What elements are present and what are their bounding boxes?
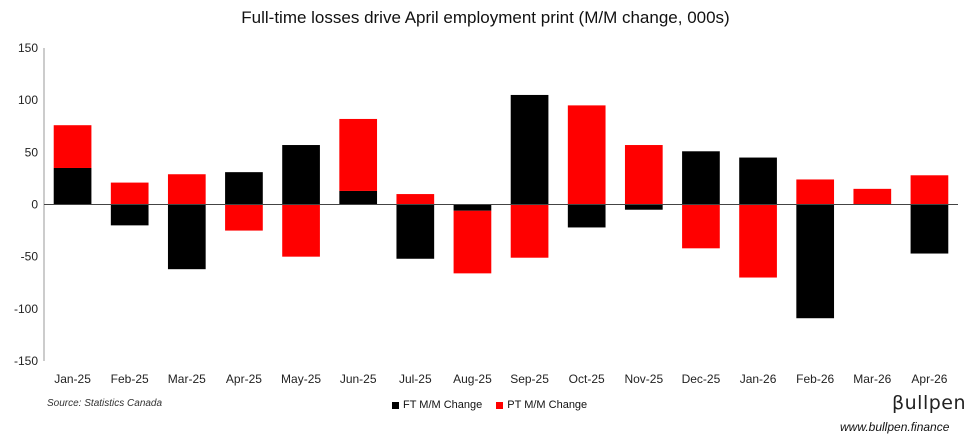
pt-bar-mar-26: [853, 188, 892, 205]
x-tick-label: Apr-25: [226, 372, 262, 386]
x-tick-label: Apr-26: [911, 372, 947, 386]
x-tick-label: Mar-25: [168, 372, 206, 386]
pt-bar-apr-25: [225, 204, 263, 231]
x-tick-label: Oct-25: [569, 372, 605, 386]
pt-bar-feb-25: [110, 182, 149, 205]
pt-bar-aug-25: [453, 210, 492, 274]
ft-bar-feb-25: [110, 204, 149, 226]
bars: [53, 94, 949, 319]
x-tick-label: Feb-26: [796, 372, 834, 386]
legend: FT M/M Change PT M/M Change: [392, 399, 587, 411]
y-axis: 150 100 50 0 -50 -100 -150: [14, 41, 38, 368]
pt-bar-feb-26: [796, 179, 835, 205]
y-tick-label: 0: [31, 198, 38, 212]
ft-bar-jul-25: [396, 204, 435, 259]
ft-bar-jun-25: [339, 190, 378, 205]
legend-swatch-ft: [392, 401, 399, 409]
legend-item-pt: PT M/M Change: [496, 399, 587, 411]
y-tick-label: 50: [25, 145, 39, 159]
pt-bar-apr-26: [910, 175, 949, 205]
legend-swatch-pt: [496, 401, 504, 409]
pt-bar-mar-25: [167, 174, 206, 205]
chart-title: Full-time losses drive April employment …: [241, 8, 730, 27]
y-tick-label: -50: [21, 250, 39, 264]
x-axis: Jan-25 Feb-25 Mar-25 Apr-25 May-25 Jun-25 Jul-…: [54, 372, 948, 386]
ft-bar-apr-25: [225, 172, 263, 205]
x-tick-label: Feb-25: [111, 372, 149, 386]
x-tick-label: Mar-26: [853, 372, 891, 386]
y-tick-label: -100: [14, 302, 38, 316]
pt-bar-sep-25: [510, 204, 549, 258]
ft-bar-feb-26: [796, 204, 835, 319]
x-tick-label: Dec-25: [682, 372, 721, 386]
x-tick-label: Jan-25: [54, 372, 91, 386]
pt-bar-jan-26: [739, 204, 777, 278]
ft-bar-jan-25: [53, 167, 92, 205]
y-tick-label: 100: [18, 93, 38, 107]
brand-logo: βullpen: [892, 392, 967, 414]
ft-bar-oct-25: [567, 204, 606, 228]
legend-item-ft: FT M/M Change: [392, 399, 482, 411]
website-link[interactable]: www.bullpen.finance: [840, 420, 950, 434]
x-tick-label: Jan-26: [740, 372, 777, 386]
source-note: Source: Statistics Canada: [47, 398, 163, 409]
x-tick-label: Aug-25: [453, 372, 492, 386]
legend-label-pt: PT M/M Change: [507, 399, 588, 411]
x-tick-label: Jun-25: [340, 372, 377, 386]
pt-bar-nov-25: [624, 145, 663, 205]
ft-bar-apr-26: [910, 204, 949, 254]
pt-bar-jul-25: [396, 194, 435, 205]
ft-bar-jan-26: [739, 157, 777, 205]
pt-bar-oct-25: [567, 105, 606, 205]
pt-bar-dec-25: [682, 204, 720, 249]
pt-bar-jun-25: [339, 118, 378, 191]
ft-bar-nov-25: [624, 204, 663, 210]
ft-bar-aug-25: [453, 204, 492, 211]
ft-bar-mar-25: [167, 204, 206, 270]
x-tick-label: Jul-25: [399, 372, 432, 386]
y-tick-label: -150: [14, 354, 38, 368]
x-tick-label: Sep-25: [510, 372, 549, 386]
pt-bar-may-25: [282, 204, 320, 257]
ft-bar-dec-25: [682, 151, 720, 205]
ft-bar-may-25: [282, 145, 320, 205]
x-tick-label: May-25: [281, 372, 321, 386]
x-tick-label: Nov-25: [624, 372, 663, 386]
legend-label-ft: FT M/M Change: [403, 399, 483, 411]
y-tick-label: 150: [18, 41, 38, 55]
pt-bar-jan-25: [53, 125, 92, 168]
ft-bar-sep-25: [510, 94, 549, 205]
